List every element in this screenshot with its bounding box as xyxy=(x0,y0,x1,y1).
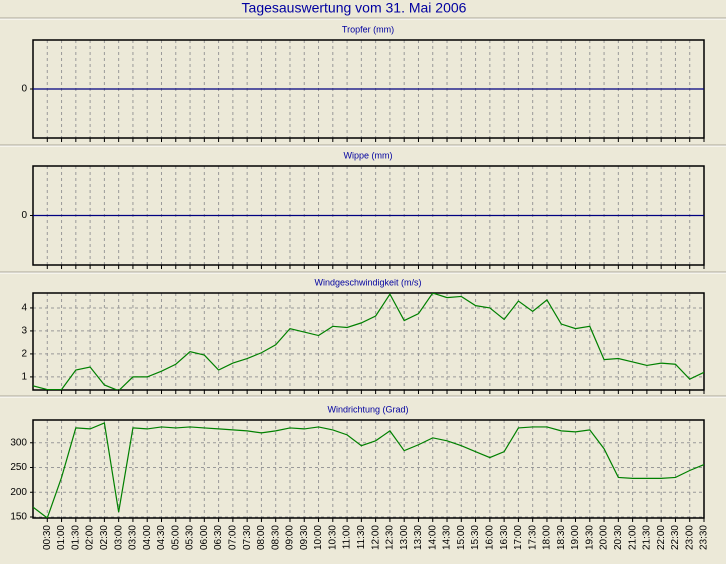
y-tick-label: 1 xyxy=(21,372,27,383)
x-tick-label: 17:00 xyxy=(513,525,524,550)
x-tick-label: 09:00 xyxy=(285,525,296,550)
series-line xyxy=(33,422,704,518)
x-tick-label: 14:00 xyxy=(427,525,438,550)
x-tick-label: 13:00 xyxy=(399,525,410,550)
x-tick-label: 11:00 xyxy=(342,525,353,550)
y-tick-label: 200 xyxy=(10,487,27,498)
y-tick-label: 2 xyxy=(21,349,27,360)
x-tick-label: 21:00 xyxy=(627,525,638,550)
chart-title: Windgeschwindigkeit (m/s) xyxy=(314,277,421,287)
series-line xyxy=(33,293,704,390)
x-tick-label: 02:30 xyxy=(99,525,110,550)
x-tick-label: 06:00 xyxy=(199,525,210,550)
x-tick-label: 18:30 xyxy=(556,525,567,550)
x-tick-label: 22:00 xyxy=(656,525,667,550)
y-tick-label: 300 xyxy=(10,437,27,448)
x-tick-label: 23:30 xyxy=(699,525,710,550)
x-tick-label: 00:30 xyxy=(42,525,53,550)
x-tick-label: 12:00 xyxy=(370,525,381,550)
x-tick-label: 17:30 xyxy=(527,525,538,550)
x-tick-label: 11:30 xyxy=(356,525,367,550)
x-tick-label: 03:30 xyxy=(128,525,139,550)
x-tick-label: 15:30 xyxy=(470,525,481,550)
y-tick-label: 0 xyxy=(21,84,27,95)
x-tick-label: 05:30 xyxy=(185,525,196,550)
chart-title: Tropfer (mm) xyxy=(342,24,394,34)
y-tick-label: 4 xyxy=(21,303,27,314)
plot-frame xyxy=(32,292,705,391)
x-tick-label: 20:30 xyxy=(613,525,624,550)
x-tick-label: 22:30 xyxy=(670,525,681,550)
x-tick-label: 03:00 xyxy=(113,525,124,550)
x-tick-label: 10:30 xyxy=(327,525,338,550)
x-tick-label: 01:00 xyxy=(56,525,67,550)
x-tick-label: 15:00 xyxy=(456,525,467,550)
y-tick-label: 150 xyxy=(10,512,27,523)
y-tick-label: 250 xyxy=(10,462,27,473)
page-title: Tagesauswertung vom 31. Mai 2006 xyxy=(242,0,467,16)
x-tick-label: 18:00 xyxy=(542,525,553,550)
x-tick-label: 21:30 xyxy=(642,525,653,550)
x-tick-label: 16:30 xyxy=(499,525,510,550)
x-tick-label: 08:30 xyxy=(270,525,281,550)
x-tick-label: 20:00 xyxy=(599,525,610,550)
y-tick-label: 0 xyxy=(21,210,27,221)
x-tick-label: 09:30 xyxy=(299,525,310,550)
plot-frame xyxy=(32,419,705,519)
x-tick-label: 19:30 xyxy=(584,525,595,550)
x-tick-label: 10:00 xyxy=(313,525,324,550)
x-tick-label: 13:30 xyxy=(413,525,424,550)
y-tick-label: 3 xyxy=(21,326,27,337)
x-tick-label: 19:00 xyxy=(570,525,581,550)
x-tick-label: 06:30 xyxy=(213,525,224,550)
x-tick-label: 16:00 xyxy=(484,525,495,550)
chart-title: Windrichtung (Grad) xyxy=(327,404,408,414)
x-tick-label: 14:30 xyxy=(442,525,453,550)
x-tick-label: 23:00 xyxy=(684,525,695,550)
x-tick-label: 05:00 xyxy=(170,525,181,550)
chart-title: Wippe (mm) xyxy=(344,150,393,160)
x-tick-label: 04:00 xyxy=(142,525,153,550)
x-tick-label: 04:30 xyxy=(156,525,167,550)
x-tick-label: 01:30 xyxy=(70,525,81,550)
x-tick-label: 02:00 xyxy=(85,525,96,550)
x-tick-label: 08:00 xyxy=(256,525,267,550)
x-tick-label: 07:30 xyxy=(242,525,253,550)
x-tick-label: 07:00 xyxy=(228,525,239,550)
x-tick-label: 12:30 xyxy=(385,525,396,550)
